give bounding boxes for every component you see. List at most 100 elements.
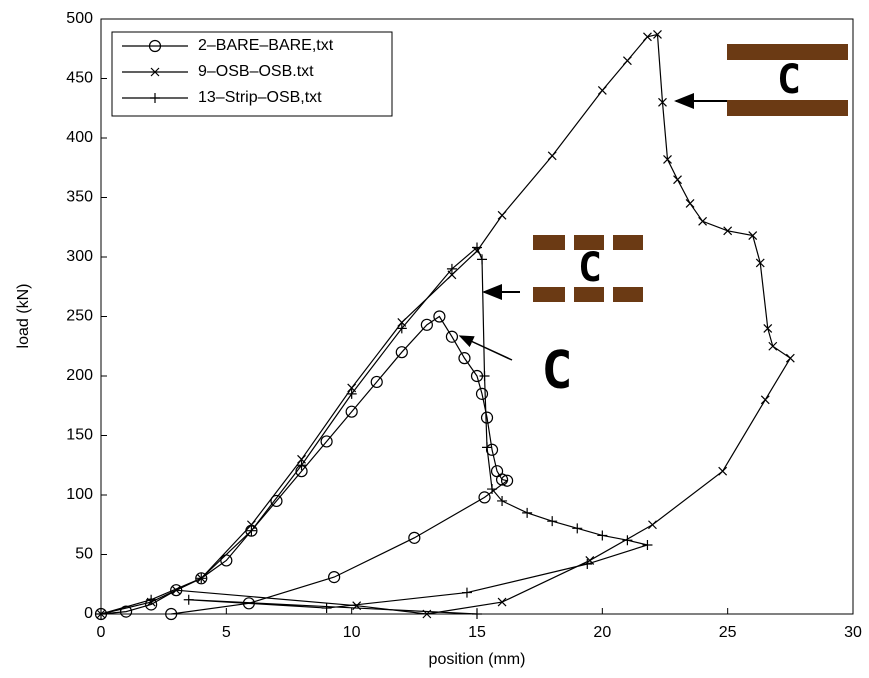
point <box>477 254 488 265</box>
point <box>643 32 652 42</box>
point <box>420 318 433 331</box>
point <box>472 609 482 619</box>
point <box>196 573 207 584</box>
legend-label: 13–Strip–OSB,txt <box>198 89 322 106</box>
point <box>622 535 633 546</box>
y-tick-label: 400 <box>66 129 93 146</box>
point <box>497 597 507 607</box>
annotation: C <box>541 341 572 401</box>
point <box>472 242 482 253</box>
y-tick-label: 500 <box>66 10 93 27</box>
x-tick-label: 5 <box>222 624 231 641</box>
y-tick-label: 450 <box>66 70 93 87</box>
point <box>597 530 608 541</box>
point <box>445 330 459 343</box>
point <box>760 395 770 405</box>
point <box>119 605 133 618</box>
point <box>547 516 558 527</box>
point <box>748 231 758 241</box>
point <box>685 199 695 208</box>
point <box>433 310 446 323</box>
point <box>497 495 508 506</box>
point <box>475 387 489 400</box>
y-tick-label: 150 <box>66 427 93 444</box>
legend-marker <box>150 67 160 77</box>
icon-strip <box>482 235 643 302</box>
point <box>321 603 332 614</box>
y-tick-label: 200 <box>66 367 93 384</box>
series-line <box>100 33 792 615</box>
y-tick-label: 250 <box>66 308 93 325</box>
legend-marker <box>148 39 162 53</box>
point <box>768 341 778 351</box>
y-tick-label: 50 <box>75 546 93 563</box>
point <box>408 531 421 544</box>
point <box>94 607 108 621</box>
point <box>500 474 514 487</box>
point <box>718 466 728 476</box>
x-tick-label: 0 <box>97 624 106 641</box>
x-tick-label: 15 <box>468 624 486 641</box>
point <box>183 594 194 605</box>
point <box>195 572 208 585</box>
x-tick-label: 20 <box>593 624 611 641</box>
point <box>673 175 682 185</box>
point <box>723 226 733 236</box>
point <box>522 507 533 518</box>
point <box>461 587 472 598</box>
point <box>572 523 583 534</box>
point <box>582 559 593 570</box>
point <box>482 442 493 453</box>
point <box>320 435 333 448</box>
point <box>458 352 471 365</box>
point <box>658 97 667 107</box>
point <box>165 607 178 621</box>
y-axis-label: load (kN) <box>15 284 32 349</box>
point <box>478 491 491 504</box>
point <box>698 216 708 226</box>
point <box>785 353 795 363</box>
point <box>270 494 283 508</box>
y-tick-label: 300 <box>66 248 93 265</box>
point <box>146 594 157 605</box>
point <box>246 525 257 536</box>
point <box>648 520 657 530</box>
series-line <box>100 315 509 615</box>
point <box>480 411 494 424</box>
point <box>370 375 383 389</box>
point <box>642 539 653 550</box>
x-tick-label: 30 <box>844 624 862 641</box>
legend-label: 2–BARE–BARE,txt <box>198 37 334 54</box>
point <box>622 56 632 66</box>
point <box>755 258 765 268</box>
point <box>653 30 662 39</box>
point <box>597 85 607 95</box>
point <box>663 154 672 164</box>
point <box>547 151 557 161</box>
point <box>495 473 509 486</box>
point <box>396 323 407 334</box>
y-tick-label: 100 <box>66 486 93 503</box>
point <box>497 210 507 220</box>
point <box>296 460 307 471</box>
annotation: C <box>578 245 602 291</box>
point <box>487 484 498 495</box>
y-tick-label: 0 <box>84 605 93 622</box>
arrow <box>458 335 513 361</box>
x-tick-label: 10 <box>343 624 361 641</box>
legend-marker <box>150 93 160 103</box>
point <box>346 388 357 399</box>
x-axis-label: position (mm) <box>429 651 526 668</box>
series-line <box>100 246 650 615</box>
point <box>345 405 358 418</box>
y-tick-label: 350 <box>66 189 93 206</box>
legend-label: 9–OSB–OSB.txt <box>198 63 314 80</box>
point <box>446 263 457 274</box>
point <box>763 323 773 333</box>
x-tick-label: 25 <box>719 624 737 641</box>
annotation: C <box>777 57 801 103</box>
point <box>395 346 408 359</box>
icon-wide <box>674 44 848 116</box>
point <box>328 571 341 584</box>
